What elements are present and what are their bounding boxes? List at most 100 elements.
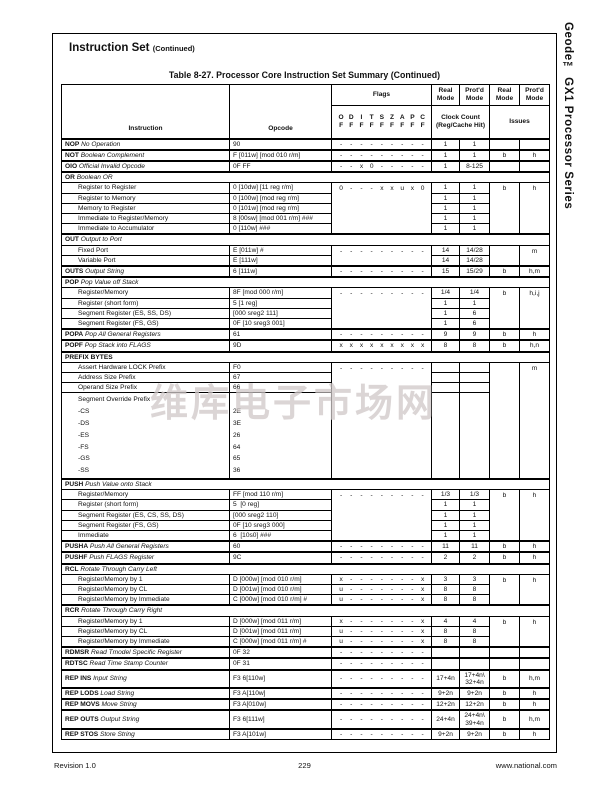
clock-real-cell: 1 xyxy=(431,148,460,162)
flags-cell: --------- xyxy=(331,668,432,689)
issues-real-cell: b xyxy=(489,489,520,542)
flag-value: x xyxy=(420,342,425,350)
instruction-row: Fixed Port E [011w] # - - - - - - - - -14 14/28 m xyxy=(61,244,550,267)
flag-value: - xyxy=(350,267,353,275)
flag-value: - xyxy=(390,331,394,339)
flags-cell: --------- xyxy=(331,709,432,730)
flag-value: - xyxy=(370,267,373,275)
instruction-row: Memory to Register 0 [101w] [mod reg r/m]… xyxy=(61,202,550,214)
clock-protd-cell: 1 xyxy=(459,137,490,151)
table-body: NOP No Operation 90- - - - - - - - -1 1 NOT Boolean… xyxy=(61,137,550,741)
flag-value: - xyxy=(350,247,353,255)
clock-real-cell: 1 xyxy=(431,307,460,319)
real-label: Real xyxy=(497,87,512,95)
opcode-cell: 5 [1 reg] xyxy=(229,297,332,309)
flag-value: - xyxy=(380,585,383,593)
clock-protd-cell xyxy=(459,361,490,373)
clock-real-cell: 1 xyxy=(431,509,460,521)
flag-value: - xyxy=(380,492,383,500)
clock-real-cell xyxy=(431,392,460,480)
flag-value: - xyxy=(390,575,394,583)
flag-value: - xyxy=(360,247,363,255)
flag-value: x xyxy=(380,342,384,350)
flag-value: - xyxy=(360,627,363,635)
flag-value: - xyxy=(411,247,414,255)
clock-real-cell: 1 xyxy=(431,223,460,235)
clock-protd-cell: 8-125 xyxy=(459,159,490,173)
instruction-row: Operand Size Prefix 66 xyxy=(61,382,550,394)
instruction-cell: Register/Memory by CL xyxy=(61,625,230,638)
instruction-cell: REP INS Input String xyxy=(61,668,230,689)
clock-real-cell: 1 xyxy=(431,137,460,151)
instruction-row: Assert Hardware LOCK Prefix F0- - - - - - - - - m xyxy=(61,361,550,480)
flag-value: - xyxy=(370,185,373,193)
flag-value: - xyxy=(421,267,424,275)
flag-value: x xyxy=(390,342,394,350)
flag-value: - xyxy=(380,575,383,583)
flag-value: - xyxy=(401,151,404,159)
flag-value: - xyxy=(360,701,363,709)
instruction-cell: Register/Memory xyxy=(61,287,230,299)
flag-value: - xyxy=(401,701,404,709)
flag-value: - xyxy=(360,185,363,193)
flag-value: - xyxy=(390,247,394,255)
clock-real-cell: 24+4n xyxy=(431,709,460,730)
flag-value: - xyxy=(411,627,414,635)
flag-value: - xyxy=(401,660,404,668)
flag-value: - xyxy=(390,554,394,562)
instruction-row: Segment Register (ES, CS, SS, DS) [000 sr… xyxy=(61,509,550,521)
flag-value: - xyxy=(380,290,383,298)
opcode-cell: 6 [10s0] ### xyxy=(229,529,332,542)
issues-real-cell: b xyxy=(489,540,520,553)
clock-protd-cell xyxy=(459,657,490,671)
flags-cell: --------- xyxy=(331,646,432,659)
issues-real-cell: b xyxy=(489,615,520,648)
flag-value: - xyxy=(401,575,404,583)
flag-value: - xyxy=(411,690,414,698)
flag-value: - xyxy=(380,730,383,738)
flag-value: - xyxy=(370,331,373,339)
flag-value: - xyxy=(339,660,343,668)
clock-protd-cell xyxy=(459,371,490,384)
instruction-row: Immediate to Register/Memory 8 [00sw] [mo… xyxy=(61,212,550,225)
instruction-row: Register to Register 0 [10dw] [11 reg r/m… xyxy=(61,182,550,235)
clock-real-cell: 8 xyxy=(431,339,460,353)
flag-value: - xyxy=(350,185,353,193)
issues-real-cell: b xyxy=(489,727,520,741)
flag-value: u xyxy=(339,627,343,635)
opcode-cell: 9D xyxy=(229,339,332,353)
clock-protd-cell: 6 xyxy=(459,317,490,330)
flag-value: - xyxy=(380,617,383,625)
flag-value: x xyxy=(390,185,394,193)
flag-value: - xyxy=(380,247,383,255)
flag-value: - xyxy=(401,331,404,339)
instruction-row: Immediate to Accumulator 0 [110w] ### 1 1 xyxy=(61,223,550,235)
issues-protd-cell: h xyxy=(519,573,550,606)
opcode-cell: 61 xyxy=(229,328,332,341)
clock-real-cell: 1 xyxy=(431,519,460,531)
clock-protd-cell: 3 xyxy=(459,573,490,585)
clock-protd-cell: 1 xyxy=(459,212,490,225)
flag-value: - xyxy=(370,543,373,551)
flag-value: u xyxy=(339,638,343,645)
mode-label: Mode xyxy=(436,95,455,102)
flag-value: - xyxy=(421,331,424,339)
issues-real-cell xyxy=(489,244,520,267)
flag-value: - xyxy=(350,543,353,551)
flag-value: 0 xyxy=(369,162,374,170)
col-header-protd-mode-issues: Prot'd Mode xyxy=(519,84,550,106)
flags-cell: u-------x xyxy=(331,625,432,638)
flag-value: - xyxy=(421,364,424,372)
clock-protd-cell: 11 xyxy=(459,540,490,553)
real-label: Real xyxy=(438,87,453,95)
clock-protd-cell: 1 xyxy=(459,529,490,542)
footer-website: www.national.com xyxy=(495,761,557,770)
flag-value: - xyxy=(339,701,343,709)
instruction-row: PUSHF Push FLAGS Register 9C - - - - - - - - -2 2 b h xyxy=(61,551,550,565)
